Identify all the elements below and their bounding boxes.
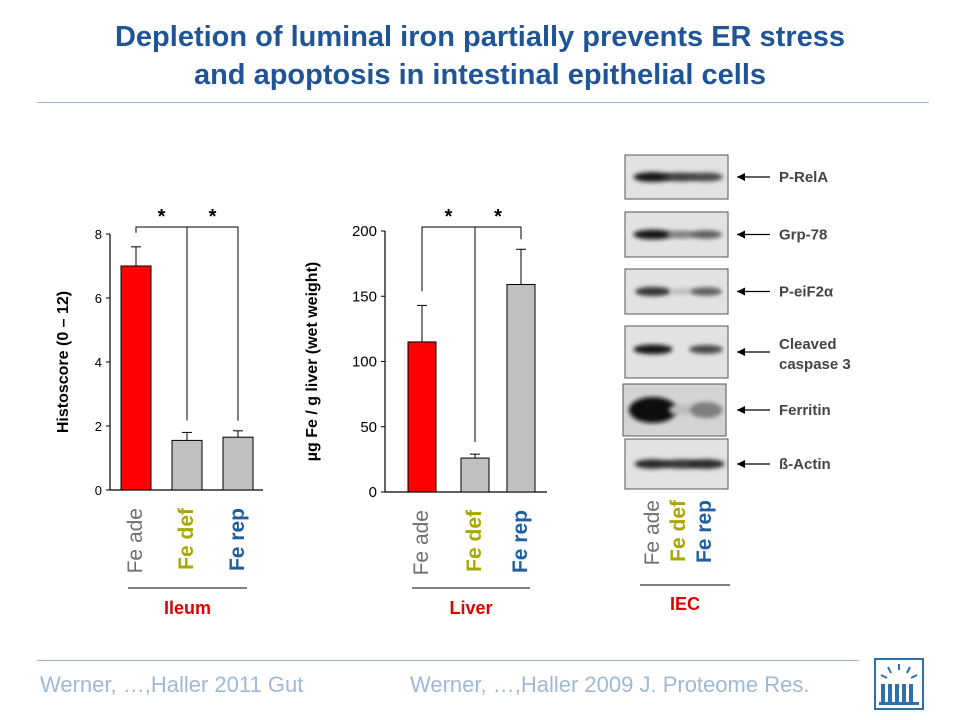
footer-citation-left: Werner, …,Haller 2011 Gut [40,672,304,697]
chart2-y-tick-label: 50 [360,419,377,436]
slide-title: Depletion of luminal iron partially prev… [40,18,920,94]
title-line-1: Depletion of luminal iron partially prev… [114,21,845,53]
chart2-significance-bracket [421,226,522,292]
chart1-y-tick-label: 6 [95,291,102,306]
blot-band [633,172,673,182]
blot-band [689,172,723,182]
chart2-category-label: Fe ade [410,510,433,575]
blot-group-label: IEC [670,594,700,614]
blot-row-label: Ferritin [779,402,831,419]
blot-row-label: Grp-78 [779,227,827,244]
chart2-bar [506,284,536,493]
blot-row-label: ß-Actin [779,456,831,473]
blot-band [690,230,722,239]
footer-divider [37,660,859,661]
blot-arrow-head [737,406,745,414]
chart2-group-label: Liver [449,598,492,618]
chart1-category-label: Fe rep [226,508,249,571]
chart1-y-tick-label: 4 [95,355,102,370]
chart1-bar [171,439,203,491]
chart1-bar [120,265,152,491]
blot-arrow-head [737,230,745,239]
title-line-2: and apoptosis in intestinal epithelial c… [193,59,767,91]
chart2-bar [407,341,437,493]
institute-logo-icon [874,658,924,710]
blot-arrow-head [737,173,745,181]
blot-row-label: Cleaved caspase 3 [779,336,851,373]
chart1-category-label: Fe def [175,507,198,570]
blot-band [690,287,722,296]
blot-lane-label: Fe rep [693,500,716,563]
blot-band [666,230,696,239]
chart1-bar [222,436,254,491]
chart1-significance-star: * [209,206,217,228]
blot-row-label: P-eiF2α [779,284,834,301]
blot-band [633,344,673,355]
title-divider [37,102,929,103]
blot-lane-label: Fe def [667,499,690,562]
chart1-y-axis-label: Histoscore (0 – 12) [55,291,72,433]
chart1-y-tick-label: 0 [95,483,102,498]
blot-band [689,401,723,419]
blot-band [629,397,677,423]
chart2-bar [460,457,490,493]
chart1-y-tick-label: 8 [95,227,102,242]
chart2-y-tick-label: 0 [369,484,377,501]
chart1-group-label: Ileum [164,598,211,618]
chart2-significance-star: * [445,206,453,228]
chart2-category-label: Fe rep [509,510,532,573]
footer-citation-right: Werner, …,Haller 2009 J. Proteome Res. [410,672,810,697]
blot-arrow-head [737,348,745,356]
chart2-y-tick-label: 150 [352,288,377,305]
blot-band [668,404,694,416]
chart2-significance-star: * [494,206,502,228]
blot-band [669,288,693,295]
blot-band [689,345,723,354]
blot-arrow-head [737,287,745,296]
chart1-category-label: Fe ade [124,508,147,573]
blot-row-label-line: caspase 3 [779,356,851,373]
chart2-y-tick-label: 100 [352,354,377,371]
chart1-y-tick-label: 2 [95,419,102,434]
blot-arrow-head [737,460,745,468]
chart2-y-tick-label: 200 [352,223,377,240]
blot-band [687,459,725,469]
chart2-category-label: Fe def [463,509,486,572]
blot-band [663,172,699,182]
blot-row-label-line: Cleaved [779,336,837,353]
blot-band [633,229,673,240]
blot-row-label: P-RelA [779,169,828,186]
chart1-significance-star: * [158,206,166,228]
chart2-y-axis-label: µg Fe / g liver (wet weight) [304,262,321,461]
blot-band [634,459,672,469]
blot-lane-label: Fe ade [641,500,664,565]
blot-band [635,286,671,297]
